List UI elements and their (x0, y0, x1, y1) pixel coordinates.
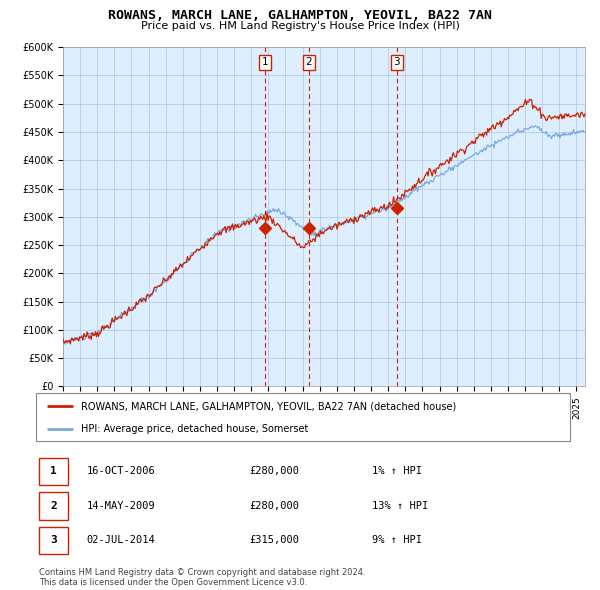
Text: 1: 1 (262, 57, 268, 67)
Text: £315,000: £315,000 (250, 536, 299, 545)
Text: Contains HM Land Registry data © Crown copyright and database right 2024.
This d: Contains HM Land Registry data © Crown c… (39, 568, 365, 587)
Text: 1% ↑ HPI: 1% ↑ HPI (373, 467, 422, 476)
Text: 3: 3 (50, 536, 57, 545)
FancyBboxPatch shape (38, 527, 68, 554)
FancyBboxPatch shape (36, 393, 570, 441)
FancyBboxPatch shape (38, 492, 68, 520)
Text: £280,000: £280,000 (250, 467, 299, 476)
Text: 02-JUL-2014: 02-JUL-2014 (87, 536, 155, 545)
Text: ROWANS, MARCH LANE, GALHAMPTON, YEOVIL, BA22 7AN (detached house): ROWANS, MARCH LANE, GALHAMPTON, YEOVIL, … (82, 401, 457, 411)
Text: ROWANS, MARCH LANE, GALHAMPTON, YEOVIL, BA22 7AN: ROWANS, MARCH LANE, GALHAMPTON, YEOVIL, … (108, 9, 492, 22)
FancyBboxPatch shape (38, 458, 68, 485)
Text: 13% ↑ HPI: 13% ↑ HPI (373, 501, 428, 511)
Text: 2: 2 (305, 57, 312, 67)
Text: £280,000: £280,000 (250, 501, 299, 511)
Text: Price paid vs. HM Land Registry's House Price Index (HPI): Price paid vs. HM Land Registry's House … (140, 21, 460, 31)
Text: 2: 2 (50, 501, 57, 511)
Text: HPI: Average price, detached house, Somerset: HPI: Average price, detached house, Some… (82, 424, 309, 434)
Text: 14-MAY-2009: 14-MAY-2009 (87, 501, 155, 511)
Text: 9% ↑ HPI: 9% ↑ HPI (373, 536, 422, 545)
Text: 3: 3 (394, 57, 400, 67)
Text: 16-OCT-2006: 16-OCT-2006 (87, 467, 155, 476)
Text: 1: 1 (50, 467, 57, 476)
